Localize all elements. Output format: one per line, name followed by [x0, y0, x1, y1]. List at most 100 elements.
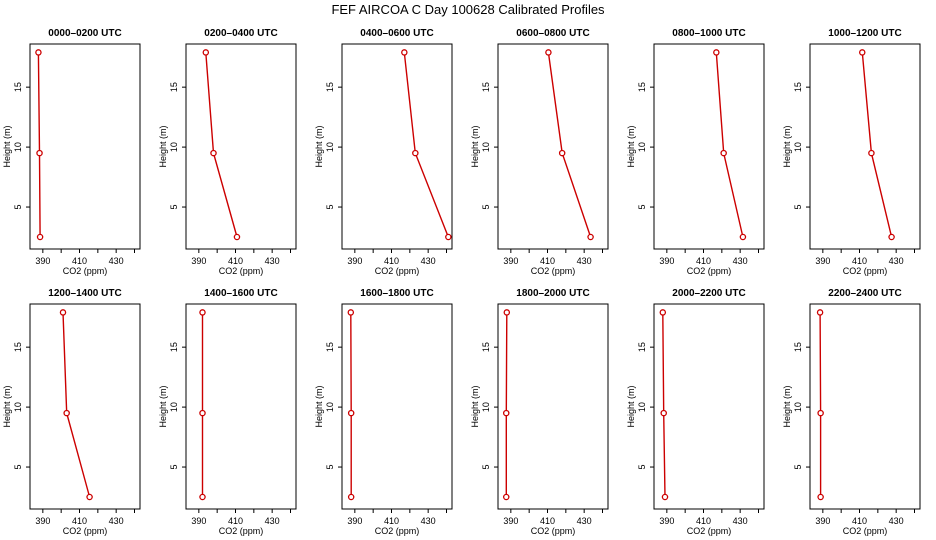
panel-7-point-1	[86, 493, 93, 501]
panel-8: 1400–1600 UTC 390 410 430 5 10 15 CO2 (ppm) Heig…	[158, 288, 297, 536]
panel-10-title: 1800–2000 UTC	[516, 288, 589, 299]
panel-6-xlabel: CO2 (ppm)	[843, 266, 888, 276]
panel-11-point-3	[659, 309, 667, 316]
panel-10-xtick-label: 430	[577, 516, 592, 526]
panel-10-ytick-label: 5	[481, 465, 491, 470]
figure-title: FEF AIRCOA C Day 100628 Calibrated Profi…	[331, 2, 605, 17]
panel-3-ytick-label: 15	[325, 82, 335, 92]
panel-12-ytick-label: 10	[793, 402, 803, 412]
panel-6-ytick-label: 10	[793, 142, 803, 152]
panel-7-ylabel: Height (m)	[2, 385, 12, 427]
panel-11-point-1	[661, 493, 669, 501]
panel-6-point-2	[868, 149, 875, 157]
panel-7-ytick-label: 10	[13, 402, 23, 412]
panel-4-point-3	[545, 49, 552, 56]
panel-11-frame	[653, 303, 765, 510]
panel-4-ytick-label: 15	[481, 82, 491, 92]
panel-8-ytick-label: 15	[169, 342, 179, 352]
panel-1-xtick-label: 430	[109, 256, 124, 266]
panel-3-xtick-label: 410	[384, 256, 399, 266]
panel-10: 1800–2000 UTC 390 410 430 5 10 15 CO2 (ppm) Heig…	[470, 288, 609, 536]
panel-10-frame	[497, 303, 609, 510]
panel-3-frame	[341, 43, 453, 250]
panel-10-point-3	[503, 309, 511, 316]
panel-3-profile-line	[403, 52, 449, 238]
panel-2-ytick-label: 10	[169, 142, 179, 152]
panel-2-ytick-label: 5	[169, 205, 179, 210]
panel-4-ylabel: Height (m)	[470, 125, 480, 167]
panel-6-xtick-label: 410	[852, 256, 867, 266]
panel-12-ytick-label: 5	[793, 465, 803, 470]
panel-2-profile-line	[205, 52, 238, 238]
panel-11-profile-line	[662, 312, 666, 498]
panel-2-frame	[185, 43, 297, 250]
panel-5-xtick-label: 410	[696, 256, 711, 266]
panel-12-ytick-label: 15	[793, 342, 803, 352]
panel-1-point-1	[36, 233, 44, 241]
panel-6-frame	[809, 43, 921, 250]
panel-5-xtick-label: 390	[659, 256, 674, 266]
panel-1-xlabel: CO2 (ppm)	[63, 266, 108, 276]
panel-10-xlabel: CO2 (ppm)	[531, 526, 576, 536]
panel-6-xtick-label: 390	[815, 256, 830, 266]
panel-11-xlabel: CO2 (ppm)	[687, 526, 732, 536]
panel-2-point-1	[233, 233, 241, 241]
panel-12-xtick-label: 430	[889, 516, 904, 526]
panel-9-xtick-label: 390	[347, 516, 362, 526]
panel-12-point-1	[817, 493, 824, 501]
panel-12-profile-line	[819, 312, 822, 497]
panel-6-ytick-label: 15	[793, 82, 803, 92]
panel-9-ylabel: Height (m)	[314, 385, 324, 427]
panel-4-profile-line	[547, 52, 592, 238]
panel-3-point-1	[445, 233, 452, 241]
panel-1-xtick-label: 390	[35, 256, 50, 266]
panel-10-profile-line	[505, 312, 508, 497]
panel-11-title: 2000–2200 UTC	[672, 288, 745, 299]
panel-2-xtick-label: 390	[191, 256, 206, 266]
panel-9: 1600–1800 UTC 390 410 430 5 10 15 CO2 (ppm) Heig…	[314, 288, 453, 536]
panel-5-point-2	[720, 149, 727, 157]
panels-group: 0000–0200 UTC 390 410 430 5 10 15 CO2 (ppm) Heig…	[2, 28, 921, 536]
panel-1-xtick-label: 410	[72, 256, 87, 266]
panel-8-point-2	[199, 409, 206, 417]
panel-3: 0400–0600 UTC 390 410 430 5 10 15 CO2 (ppm) Heig…	[314, 28, 453, 276]
panel-4-point-2	[558, 149, 566, 157]
panel-6-profile-line	[861, 52, 893, 238]
panel-10-ytick-label: 10	[481, 402, 491, 412]
panel-7-point-2	[63, 409, 70, 417]
panel-5-xtick-label: 430	[733, 256, 748, 266]
panel-10-xtick-label: 390	[503, 516, 518, 526]
panel-6-title: 1000–1200 UTC	[828, 28, 901, 39]
panel-4-frame	[497, 43, 609, 250]
panel-3-xtick-label: 430	[421, 256, 436, 266]
panel-9-frame	[341, 303, 453, 510]
panel-7-ytick-label: 5	[13, 465, 23, 470]
panel-2-point-3	[202, 49, 210, 56]
panel-7-point-3	[59, 309, 67, 316]
panel-12: 2200–2400 UTC 390 410 430 5 10 15 CO2 (ppm) Heig…	[782, 288, 921, 536]
panel-5-point-1	[739, 233, 747, 241]
panel-11-ytick-label: 10	[637, 402, 647, 412]
panel-1-title: 0000–0200 UTC	[48, 28, 121, 39]
panel-8-frame	[185, 303, 297, 510]
panel-1: 0000–0200 UTC 390 410 430 5 10 15 CO2 (ppm) Heig…	[2, 28, 141, 276]
panel-11-xtick-label: 390	[659, 516, 674, 526]
panel-6-ytick-label: 5	[793, 205, 803, 210]
panel-2-xlabel: CO2 (ppm)	[219, 266, 264, 276]
panel-5: 0800–1000 UTC 390 410 430 5 10 15 CO2 (ppm) Heig…	[626, 28, 765, 276]
panel-4-title: 0600–0800 UTC	[516, 28, 589, 39]
panel-12-frame	[809, 303, 921, 510]
panel-6: 1000–1200 UTC 390 410 430 5 10 15 CO2 (ppm) Heig…	[782, 28, 921, 276]
panel-8-ytick-label: 5	[169, 465, 179, 470]
panel-7-profile-line	[62, 312, 91, 498]
panel-3-point-2	[412, 149, 419, 157]
panel-9-xtick-label: 410	[384, 516, 399, 526]
panel-1-point-3	[35, 49, 42, 56]
panel-10-xtick-label: 410	[540, 516, 555, 526]
panel-12-xtick-label: 390	[815, 516, 830, 526]
panel-8-xlabel: CO2 (ppm)	[219, 526, 264, 536]
panel-12-point-2	[817, 409, 824, 417]
panel-1-ytick-label: 15	[13, 82, 23, 92]
panel-1-ytick-label: 10	[13, 142, 23, 152]
